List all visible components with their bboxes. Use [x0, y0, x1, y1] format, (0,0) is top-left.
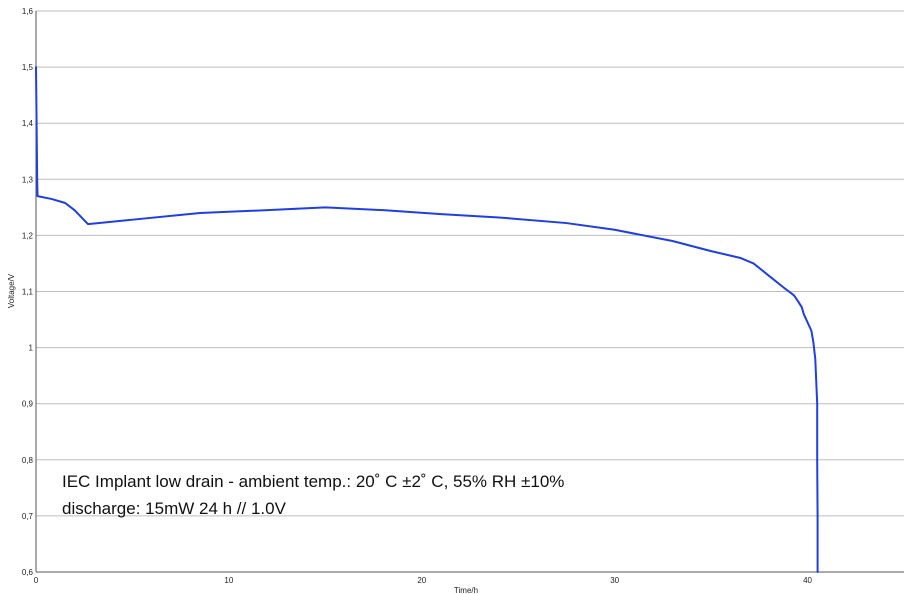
- y-tick-label: 1,2: [22, 231, 34, 240]
- y-tick-label: 1,4: [22, 119, 34, 128]
- annotation-line-2: discharge: 15mW 24 h // 1.0V: [62, 499, 287, 518]
- x-tick-label: 40: [803, 576, 812, 585]
- x-axis-label: Time/h: [454, 586, 478, 594]
- y-tick-label: 1,3: [22, 175, 34, 184]
- series-line: [35, 66, 819, 573]
- x-tick-label: 10: [224, 576, 233, 585]
- y-tick-label: 1,1: [22, 288, 34, 297]
- y-tick-label: 1,6: [22, 7, 34, 16]
- y-tick-label: 1,5: [22, 63, 34, 72]
- annotation-line-1: IEC Implant low drain - ambient temp.: 2…: [62, 472, 564, 491]
- y-tick-label: 0,6: [22, 568, 34, 577]
- x-tick-label: 30: [610, 576, 619, 585]
- y-tick-label: 0,8: [22, 456, 34, 465]
- y-tick-label: 0,7: [22, 512, 34, 521]
- y-tick-label: 0,9: [22, 400, 34, 409]
- tick-labels: 0,6 0,7 0,8 0,9 1 1,1 1,2 1,3 1,4 1,5 1,6 0 10 20 30 40: [22, 7, 813, 585]
- y-axis-label: Voltage/V: [7, 273, 16, 308]
- grid-layer: [36, 10, 904, 517]
- series-layer: [35, 66, 819, 573]
- annotation-block: IEC Implant low drain - ambient temp.: 2…: [62, 472, 564, 518]
- x-tick-label: 0: [34, 576, 39, 585]
- x-tick-label: 20: [417, 576, 426, 585]
- y-tick-label: 1: [29, 344, 34, 353]
